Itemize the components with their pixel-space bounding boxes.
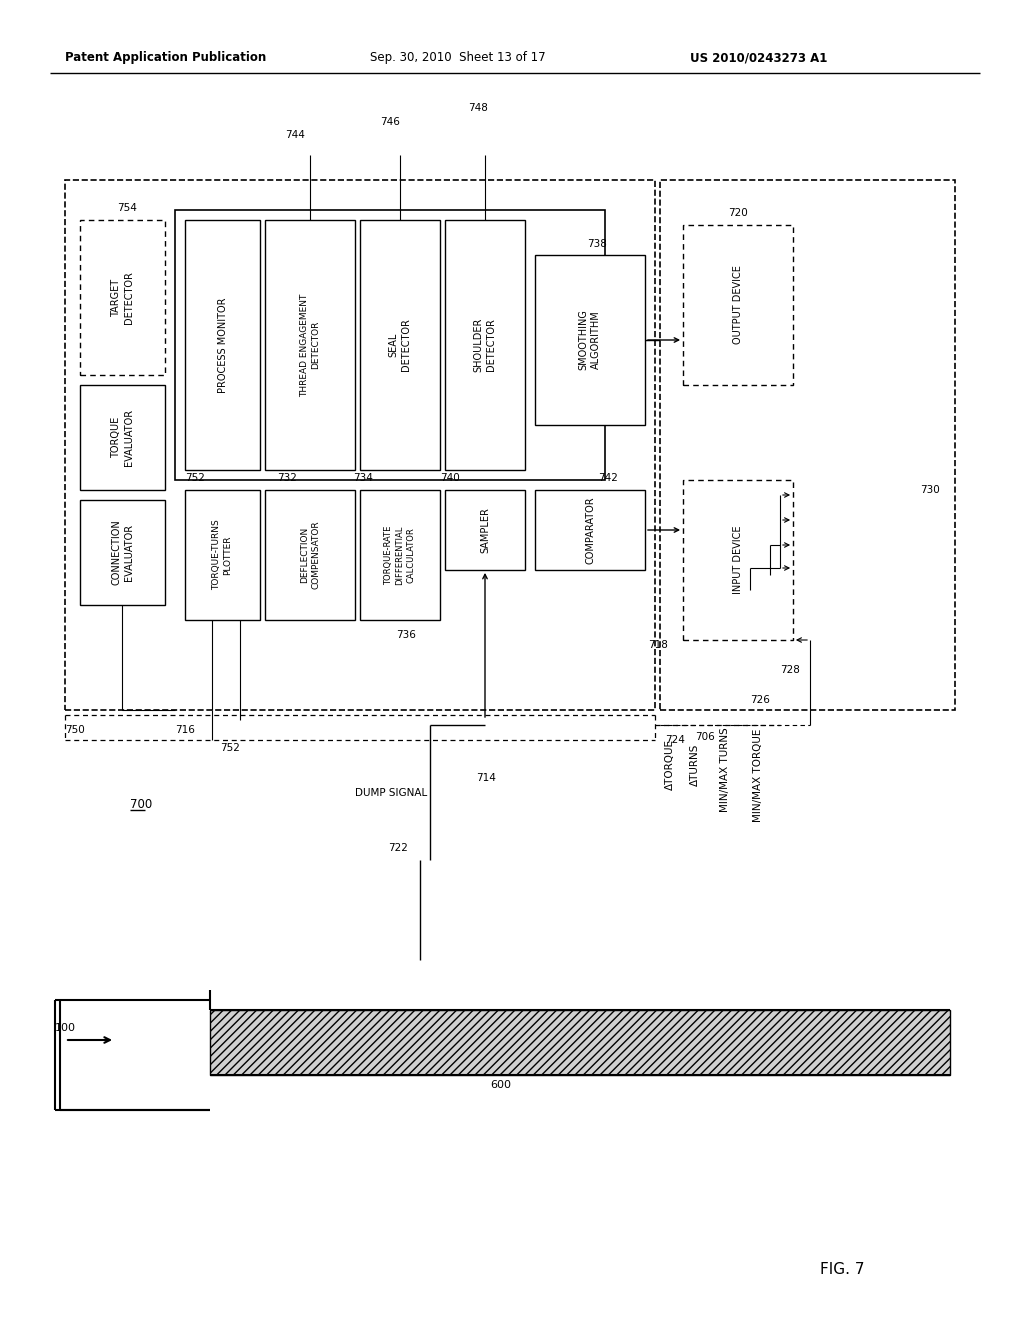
- Text: 730: 730: [920, 484, 940, 495]
- Bar: [65, 180, 655, 710]
- Text: 728: 728: [780, 665, 800, 675]
- Bar: [683, 480, 793, 640]
- Text: FIG. 7: FIG. 7: [820, 1262, 864, 1278]
- Text: 744: 744: [285, 129, 305, 140]
- Text: SEAL
DETECTOR: SEAL DETECTOR: [389, 318, 412, 371]
- Text: OUTPUT DEVICE: OUTPUT DEVICE: [733, 265, 743, 345]
- Text: 706: 706: [695, 733, 715, 742]
- Bar: [683, 224, 793, 385]
- Text: 714: 714: [476, 774, 496, 783]
- Text: DEFLECTION
COMPENSATOR: DEFLECTION COMPENSATOR: [300, 520, 321, 589]
- Text: Patent Application Publication: Patent Application Publication: [65, 51, 266, 65]
- Bar: [175, 210, 605, 480]
- Text: 742: 742: [598, 473, 617, 483]
- Text: SAMPLER: SAMPLER: [480, 507, 490, 553]
- Text: CONNECTION
EVALUATOR: CONNECTION EVALUATOR: [112, 520, 134, 585]
- Bar: [185, 490, 260, 620]
- Text: 734: 734: [353, 473, 373, 483]
- Text: US 2010/0243273 A1: US 2010/0243273 A1: [690, 51, 827, 65]
- Text: 716: 716: [175, 725, 195, 735]
- Text: COMPARATOR: COMPARATOR: [585, 496, 595, 564]
- Bar: [185, 220, 260, 470]
- Text: 750: 750: [65, 725, 85, 735]
- Text: 752: 752: [185, 473, 205, 483]
- Text: 754: 754: [117, 203, 137, 213]
- Text: TORQUE-RATE
DIFFERENTIAL
CALCULATOR: TORQUE-RATE DIFFERENTIAL CALCULATOR: [384, 525, 416, 585]
- Text: INPUT DEVICE: INPUT DEVICE: [733, 525, 743, 594]
- Text: 746: 746: [380, 117, 400, 127]
- Bar: [535, 490, 645, 570]
- Text: THREAD ENGAGEMENT
DETECTOR: THREAD ENGAGEMENT DETECTOR: [300, 293, 321, 397]
- Text: 724: 724: [665, 735, 685, 744]
- Text: 738: 738: [587, 239, 607, 249]
- Text: Sep. 30, 2010  Sheet 13 of 17: Sep. 30, 2010 Sheet 13 of 17: [370, 51, 546, 65]
- Bar: [265, 490, 355, 620]
- Text: PROCESS MONITOR: PROCESS MONITOR: [217, 297, 227, 393]
- Text: 600: 600: [490, 1080, 511, 1090]
- Text: TORQUE
EVALUATOR: TORQUE EVALUATOR: [112, 409, 134, 466]
- Text: 740: 740: [440, 473, 460, 483]
- Text: 722: 722: [388, 843, 408, 853]
- Text: MIN/MAX TURNS: MIN/MAX TURNS: [720, 727, 730, 812]
- Bar: [265, 220, 355, 470]
- Text: SHOULDER
DETECTOR: SHOULDER DETECTOR: [474, 318, 497, 372]
- Text: SMOOTHING
ALGORITHM: SMOOTHING ALGORITHM: [579, 310, 601, 371]
- Text: TARGET
DETECTOR: TARGET DETECTOR: [112, 271, 134, 323]
- Text: MIN/MAX TORQUE: MIN/MAX TORQUE: [753, 729, 763, 821]
- Bar: [80, 385, 165, 490]
- Bar: [80, 500, 165, 605]
- Bar: [80, 220, 165, 375]
- Text: 732: 732: [278, 473, 297, 483]
- Text: ΔTURNS: ΔTURNS: [690, 743, 700, 787]
- Bar: [445, 490, 525, 570]
- Text: 726: 726: [750, 696, 770, 705]
- Bar: [360, 220, 440, 470]
- Bar: [535, 255, 645, 425]
- Text: ΔTORQUE: ΔTORQUE: [665, 739, 675, 791]
- Bar: [360, 490, 440, 620]
- Text: 752: 752: [220, 743, 240, 752]
- Text: DUMP SIGNAL: DUMP SIGNAL: [355, 788, 427, 799]
- Bar: [210, 1010, 950, 1074]
- Text: 718: 718: [648, 640, 668, 649]
- Text: 100: 100: [55, 1023, 76, 1034]
- Text: 748: 748: [468, 103, 487, 114]
- Bar: [660, 180, 955, 710]
- Text: TORQUE-TURNS
PLOTTER: TORQUE-TURNS PLOTTER: [212, 520, 232, 590]
- Text: 736: 736: [396, 630, 416, 640]
- Bar: [445, 220, 525, 470]
- Text: 700: 700: [130, 799, 153, 812]
- Text: 720: 720: [728, 209, 748, 218]
